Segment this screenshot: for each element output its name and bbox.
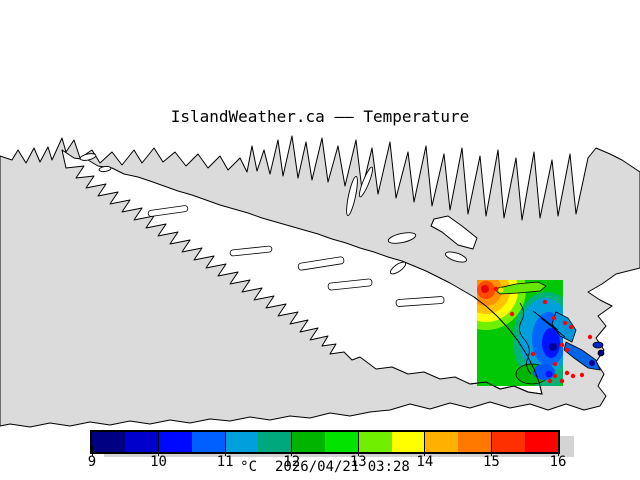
- colorbar-tick-line: [224, 432, 226, 452]
- colorbar-tick-line: [357, 432, 359, 452]
- map-title: IslandWeather.ca –– Temperature: [170, 107, 470, 126]
- colorbar-tick-line: [158, 432, 160, 452]
- colorbar-tick-label: 15: [482, 454, 500, 470]
- colorbar-tick-mark: [158, 446, 160, 456]
- colorbar: 9 10 11 12 13 14 15 16: [88, 430, 566, 469]
- colorbar-tick-label: 16: [549, 454, 567, 470]
- colorbar-cell: [258, 432, 292, 452]
- colorbar-cell: [491, 432, 525, 452]
- colorbar-cell: [125, 432, 159, 452]
- colorbar-tick-label: 11: [216, 454, 234, 470]
- colorbar-cell: [225, 432, 259, 452]
- field-coastlines: [469, 296, 566, 395]
- colorbar-cell: [358, 432, 392, 452]
- colorbar-tick-mark: [557, 446, 559, 456]
- ocean: [0, 135, 640, 428]
- colorbar-cell: [424, 432, 459, 452]
- temperature-field-islands: [493, 281, 605, 385]
- colorbar-cell: [391, 432, 425, 452]
- colorbar-timestamp: 2026/04/21 03:28: [275, 459, 410, 475]
- colorbar-tick-line: [490, 432, 492, 452]
- colorbar-cell: [92, 432, 126, 452]
- island-lakes: [147, 205, 445, 307]
- small-islands: [79, 153, 467, 275]
- colorbar-tick-line: [424, 432, 426, 452]
- colorbar-tick-line: [291, 432, 293, 452]
- colorbar-tick-label: 13: [349, 454, 367, 470]
- colorbar-tick-label: 9: [87, 454, 97, 470]
- colorbar-tick-mark: [91, 446, 93, 456]
- colorbar-cell: [324, 432, 359, 452]
- colorbar-caption: °C 2026/04/21 03:28: [96, 460, 554, 475]
- colorbar-tick-label: 10: [150, 454, 167, 470]
- colorbar-tick-mark: [424, 446, 426, 456]
- colorbar-cell: [291, 432, 325, 452]
- colorbar-cell: [458, 432, 492, 452]
- colorbar-tick-mark: [224, 446, 226, 456]
- colorbar-unit-label: °C: [240, 459, 257, 475]
- station-markers: [493, 286, 593, 384]
- colorbar-tick-mark: [291, 446, 293, 456]
- colorbar-tick-label: 14: [416, 454, 434, 470]
- colorbar-tick-label: 12: [283, 454, 301, 470]
- colorbar-tick-mark: [357, 446, 359, 456]
- colorbar-tick-mark: [490, 446, 492, 456]
- colorbar-cells: [92, 432, 558, 452]
- colorbar-cell: [191, 432, 226, 452]
- colorbar-cell: [158, 432, 192, 452]
- colorbar-cell: [524, 432, 558, 452]
